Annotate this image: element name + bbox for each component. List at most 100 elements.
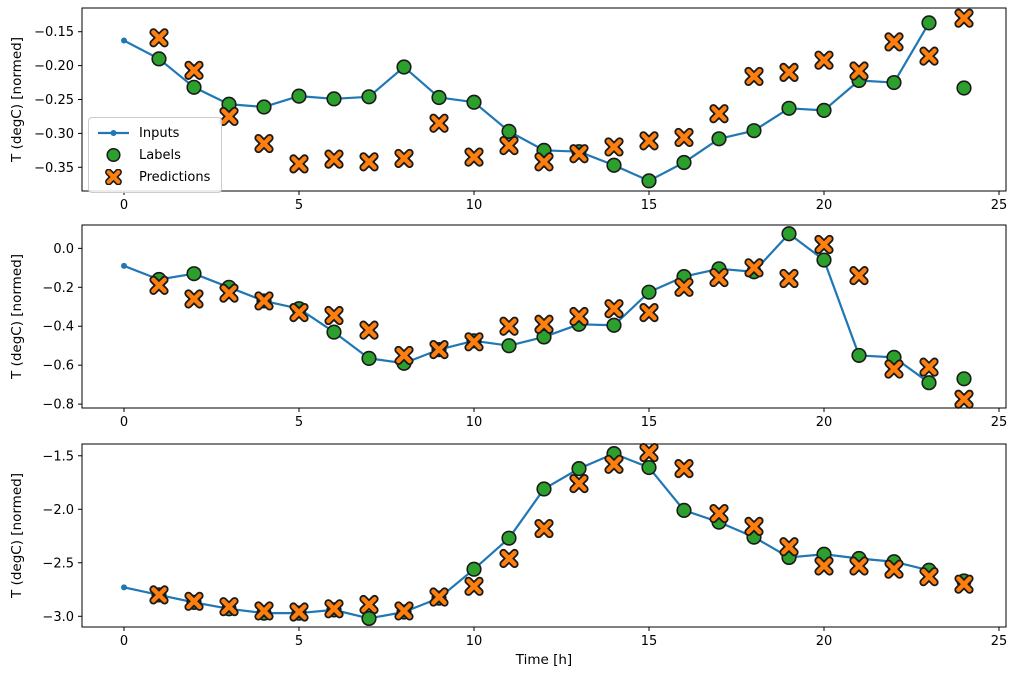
- x-tick-label: 5: [295, 198, 303, 213]
- predictions-marker: [466, 334, 482, 350]
- labels-marker: [921, 375, 937, 391]
- y-tick-label: −0.6: [42, 359, 74, 374]
- predictions-marker: [536, 520, 552, 537]
- y-axis-label: T (degC) [normed]: [9, 254, 25, 380]
- predictions-marker: [466, 578, 482, 595]
- labels-marker: [431, 89, 447, 106]
- labels-marker: [781, 226, 797, 242]
- predictions-marker: [256, 293, 272, 309]
- legend-label-predictions: Predictions: [139, 169, 211, 185]
- x-tick-label: 15: [641, 198, 658, 213]
- predictions-marker: [361, 596, 377, 613]
- inputs-series: [121, 230, 932, 386]
- predictions-marker: [326, 601, 342, 617]
- legend-item-labels: Labels: [97, 145, 210, 165]
- x-tick-label: 0: [120, 415, 128, 430]
- inputs-dot-sample: [110, 130, 117, 136]
- labels-marker: [571, 461, 587, 477]
- legend-item-inputs: Inputs: [97, 123, 210, 143]
- subplot-1: −0.15 −0.20 −0.25 −0.30 −0.35 0 5 10 15 20 25 T (de…: [9, 7, 1007, 213]
- y-tick-label: −2.5: [42, 556, 74, 571]
- predictions-marker: [396, 347, 412, 364]
- predictions-marker: [536, 316, 552, 333]
- labels-series: [151, 446, 972, 627]
- predictions-marker: [606, 139, 622, 155]
- predictions-series: [149, 8, 974, 174]
- legend-label-labels: Labels: [139, 147, 181, 163]
- predictions-marker: [186, 291, 202, 307]
- labels-marker: [501, 123, 517, 139]
- labels-marker: [361, 610, 377, 627]
- predictions-marker: [291, 604, 307, 620]
- labels-marker: [466, 94, 482, 110]
- predictions-marker: [956, 576, 972, 592]
- inputs-series: [121, 450, 932, 622]
- x-tick-label: 10: [466, 198, 483, 213]
- predictions-marker: [676, 129, 692, 146]
- labels-marker: [816, 252, 832, 268]
- predictions-marker: [291, 156, 307, 172]
- predictions-marker: [886, 561, 902, 578]
- labels-marker: [606, 317, 622, 333]
- y-tick-label: −0.25: [34, 93, 74, 108]
- labels-marker: [921, 15, 937, 31]
- labels-marker: [501, 530, 517, 546]
- predictions-marker: [886, 361, 902, 377]
- predictions-marker: [816, 236, 832, 253]
- legend: Inputs Labels Predictions: [88, 117, 223, 193]
- predictions-marker: [501, 137, 517, 154]
- predictions-marker: [256, 135, 272, 152]
- predictions-marker: [571, 308, 587, 325]
- predictions-marker: [606, 456, 622, 473]
- predictions-marker: [641, 444, 657, 461]
- predictions-marker: [746, 68, 762, 85]
- labels-marker: [396, 59, 412, 75]
- predictions-marker: [221, 285, 237, 301]
- labels-marker: [711, 131, 727, 147]
- y-tick-label: −0.4: [42, 320, 74, 335]
- axes-spines: [81, 443, 1007, 628]
- predictions-marker: [816, 52, 832, 68]
- predictions-marker: [466, 149, 482, 165]
- inputs-marker: [121, 262, 127, 269]
- x-tick-label: 0: [120, 634, 128, 649]
- y-tick-label: −1.5: [42, 449, 74, 464]
- predictions-marker: [606, 300, 622, 317]
- predictions-marker: [676, 460, 692, 477]
- predictions-marker: [221, 108, 237, 125]
- predictions-marker: [641, 304, 657, 321]
- predictions-marker: [221, 598, 237, 615]
- predictions-marker: [851, 63, 867, 79]
- predictions-marker: [431, 341, 447, 358]
- predictions-marker: [501, 550, 517, 567]
- predictions-marker: [326, 307, 342, 324]
- x-axis-label: Time [h]: [515, 652, 572, 668]
- predictions-marker: [256, 603, 272, 619]
- labels-marker: [641, 173, 657, 189]
- inputs-marker: [121, 584, 127, 591]
- predictions-marker: [571, 475, 587, 492]
- predictions-marker: [921, 48, 937, 64]
- predictions-marker: [501, 318, 517, 335]
- predictions-marker: [291, 304, 307, 321]
- labels-marker: [641, 284, 657, 300]
- labels-marker: [186, 79, 202, 95]
- predictions-marker: [711, 505, 727, 522]
- inputs-series: [121, 19, 932, 184]
- labels-marker: [676, 154, 692, 171]
- predictions-marker: [641, 133, 657, 149]
- predictions-marker: [746, 260, 762, 276]
- predictions-marker: [956, 391, 972, 408]
- x-tick-label: 25: [991, 415, 1008, 430]
- x-tick-label: 10: [466, 634, 483, 649]
- labels-marker: [151, 51, 167, 67]
- x-tick-label: 0: [120, 198, 128, 213]
- inputs-line: [123, 22, 930, 182]
- labels-marker: [326, 324, 342, 340]
- labels-marker: [851, 347, 867, 364]
- y-tick-label: −0.2: [42, 281, 74, 296]
- subplot-3: −1.5 −2.0 −2.5 −3.0 0 5 10 15 20 25 T (degC) [norm…: [9, 442, 1007, 649]
- predictions-marker: [186, 593, 202, 610]
